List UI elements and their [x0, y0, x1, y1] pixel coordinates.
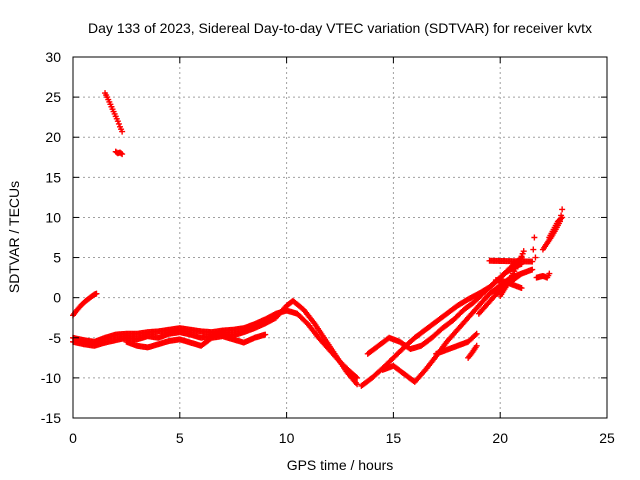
- chart-title: Day 133 of 2023, Sidereal Day-to-day VTE…: [88, 20, 592, 36]
- data-point: [93, 290, 100, 297]
- series-spike-upper: [102, 90, 126, 135]
- grid: [73, 57, 607, 418]
- data-point: [518, 285, 525, 292]
- data-point: [559, 214, 566, 221]
- data-point: [262, 331, 269, 338]
- data-point: [473, 342, 480, 349]
- data-point: [558, 215, 565, 222]
- data-point: [354, 374, 361, 381]
- data-point: [532, 254, 539, 261]
- series-late-scatter: [486, 234, 553, 281]
- data-point: [119, 128, 126, 135]
- series-late-end-2: [546, 214, 566, 241]
- x-tick-label: 10: [279, 430, 295, 446]
- series-late-8: [492, 277, 525, 292]
- series-spike-lower: [112, 148, 126, 158]
- series-late-5: [465, 342, 480, 361]
- data-point: [115, 120, 122, 127]
- y-tick-label: 15: [45, 169, 61, 185]
- series-early-rise: [70, 290, 100, 319]
- y-tick-label: 0: [53, 290, 61, 306]
- data-point: [531, 234, 538, 241]
- series-late-7: [497, 248, 527, 300]
- data-point: [114, 118, 121, 125]
- data-point: [118, 150, 125, 157]
- data-marks: [70, 90, 566, 389]
- y-tick-label: 20: [45, 129, 61, 145]
- x-axis-label: GPS time / hours: [287, 457, 394, 473]
- x-tick-label: 25: [599, 430, 615, 446]
- data-point: [119, 151, 126, 158]
- data-point: [559, 206, 566, 213]
- y-tick-label: -15: [41, 410, 61, 426]
- data-point: [530, 246, 537, 253]
- x-tick-label: 5: [176, 430, 184, 446]
- data-point: [529, 266, 536, 273]
- series-track-a: [70, 307, 361, 381]
- data-point: [354, 381, 361, 388]
- series-track-b: [70, 297, 361, 388]
- series-late-4: [433, 330, 480, 357]
- plot-frame: [72, 56, 608, 419]
- y-axis-ticks: -15 -10 -5 0 5 10 15 20 25 30: [41, 49, 607, 426]
- x-tick-label: 0: [69, 430, 77, 446]
- y-tick-label: 5: [53, 250, 61, 266]
- series-track-c: [123, 331, 269, 351]
- y-tick-label: -5: [49, 330, 62, 346]
- y-tick-label: -10: [41, 370, 61, 386]
- y-tick-label: 30: [45, 49, 61, 65]
- y-tick-label: 25: [45, 89, 61, 105]
- data-point: [520, 248, 527, 255]
- data-point: [529, 258, 536, 265]
- x-axis-ticks: 0 5 10 15 20 25: [69, 57, 615, 446]
- y-tick-label: 10: [45, 209, 61, 225]
- y-axis-label: SDTVAR / TECUs: [6, 181, 22, 293]
- data-point: [473, 330, 480, 337]
- x-tick-label: 15: [386, 430, 402, 446]
- data-point: [472, 331, 479, 338]
- x-tick-label: 20: [492, 430, 508, 446]
- data-point: [546, 270, 553, 277]
